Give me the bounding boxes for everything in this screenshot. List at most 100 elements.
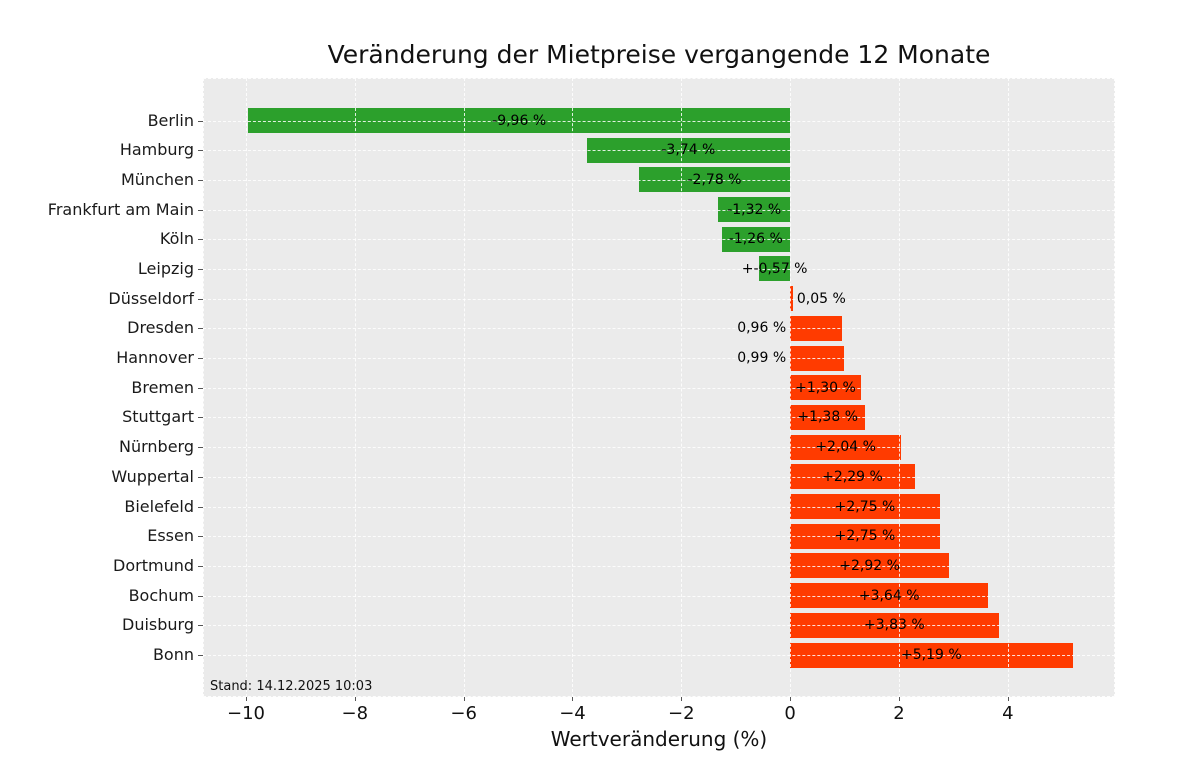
y-axis-tick bbox=[198, 476, 203, 478]
x-axis-tick-label: −4 bbox=[559, 703, 586, 724]
bar-value-label: -3,74 % bbox=[661, 142, 716, 159]
category-label: Berlin bbox=[147, 110, 194, 130]
x-axis-tick bbox=[572, 697, 574, 701]
horizontal-gridline bbox=[203, 506, 1115, 508]
x-axis-tick-label: −8 bbox=[341, 703, 369, 724]
vertical-gridline bbox=[898, 78, 900, 697]
vertical-gridline bbox=[790, 78, 792, 697]
category-label: Hannover bbox=[116, 348, 194, 368]
y-axis-tick bbox=[198, 536, 203, 538]
x-axis-tick bbox=[898, 697, 900, 701]
y-axis-tick bbox=[198, 655, 203, 656]
horizontal-gridline bbox=[203, 447, 1115, 449]
horizontal-gridline bbox=[203, 387, 1115, 389]
category-label: Nürnberg bbox=[119, 437, 194, 457]
category-label: Wuppertal bbox=[111, 466, 194, 486]
bar-value-label: -9,96 % bbox=[492, 112, 547, 129]
vertical-gridline bbox=[1007, 78, 1009, 697]
vertical-gridline bbox=[681, 78, 683, 697]
y-axis-tick bbox=[198, 179, 203, 181]
category-label: Köln bbox=[159, 229, 194, 249]
bar-value-label: +2,04 % bbox=[815, 439, 876, 456]
y-axis-tick bbox=[198, 209, 203, 211]
y-axis-tick bbox=[198, 625, 203, 627]
vertical-gridline bbox=[463, 78, 465, 697]
horizontal-gridline bbox=[203, 328, 1115, 330]
category-label: Bielefeld bbox=[124, 496, 194, 516]
category-label: Dresden bbox=[127, 318, 194, 338]
y-axis-tick bbox=[198, 120, 203, 122]
x-axis-tick-label: 4 bbox=[1002, 703, 1014, 724]
horizontal-gridline bbox=[203, 625, 1115, 627]
category-label: Leipzig bbox=[137, 258, 194, 278]
bar-value-label: 0,96 % bbox=[737, 320, 787, 337]
horizontal-gridline bbox=[203, 209, 1115, 211]
horizontal-gridline bbox=[203, 298, 1115, 300]
y-axis-tick bbox=[198, 387, 203, 389]
x-axis-tick bbox=[1007, 697, 1009, 701]
category-label: Bremen bbox=[131, 377, 194, 397]
bar-value-label: +5,19 % bbox=[901, 647, 962, 663]
x-axis-tick-label: −6 bbox=[450, 703, 477, 724]
bar-value-label: +-0,57 % bbox=[741, 260, 808, 277]
horizontal-gridline bbox=[203, 179, 1115, 181]
horizontal-gridline bbox=[203, 565, 1115, 567]
horizontal-gridline bbox=[203, 239, 1115, 241]
y-axis-tick bbox=[198, 447, 203, 449]
category-label: Hamburg bbox=[119, 140, 194, 160]
category-label: Düsseldorf bbox=[108, 288, 194, 308]
category-label: Essen bbox=[147, 526, 194, 546]
x-axis-tick bbox=[245, 697, 247, 701]
category-label: Duisburg bbox=[122, 615, 194, 635]
category-label: Stuttgart bbox=[122, 407, 194, 427]
y-axis-tick bbox=[198, 358, 203, 360]
y-axis-tick bbox=[198, 298, 203, 300]
category-label: Bonn bbox=[152, 645, 194, 664]
bar-value-label: -1,26 % bbox=[728, 231, 783, 248]
bar-value-label: 0,05 % bbox=[796, 290, 846, 307]
vertical-gridline bbox=[572, 78, 574, 697]
bar-value-label: +2,29 % bbox=[822, 468, 883, 485]
category-label: Dortmund bbox=[113, 555, 194, 575]
bar-value-label: +1,38 % bbox=[797, 409, 858, 426]
bar-value-label: +1,30 % bbox=[795, 379, 856, 396]
x-axis-tick bbox=[354, 697, 356, 701]
y-axis-tick bbox=[198, 595, 203, 597]
y-axis-tick bbox=[198, 150, 203, 152]
x-axis-tick bbox=[681, 697, 683, 701]
y-axis-tick bbox=[198, 506, 203, 508]
category-label: Frankfurt am Main bbox=[47, 199, 194, 219]
horizontal-gridline bbox=[203, 358, 1115, 360]
bar-value-label: -1,32 % bbox=[727, 201, 782, 218]
y-axis-tick bbox=[198, 328, 203, 330]
bar-value-label: +3,64 % bbox=[858, 587, 920, 604]
horizontal-gridline bbox=[203, 268, 1115, 270]
x-axis-tick-label: 0 bbox=[784, 703, 796, 724]
bar-value-label: +2,75 % bbox=[834, 528, 896, 545]
horizontal-gridline bbox=[203, 655, 1115, 656]
bar-value-label: +2,75 % bbox=[834, 498, 896, 515]
bar-value-label: 0,99 % bbox=[737, 350, 787, 367]
category-label: Bochum bbox=[128, 585, 194, 605]
vertical-gridline bbox=[354, 78, 356, 697]
chart-title: Veränderung der Mietpreise vergangende 1… bbox=[327, 40, 991, 69]
x-axis-label: Wertveränderung (%) bbox=[550, 727, 768, 751]
x-axis-tick bbox=[790, 697, 792, 701]
y-axis-tick bbox=[198, 239, 203, 241]
y-axis-tick bbox=[198, 565, 203, 567]
x-axis-tick-label: 2 bbox=[893, 703, 905, 724]
x-axis-tick-label: −2 bbox=[668, 703, 695, 724]
horizontal-gridline bbox=[203, 536, 1115, 538]
horizontal-gridline bbox=[203, 150, 1115, 152]
bar-value-label: +2,92 % bbox=[839, 557, 900, 574]
horizontal-gridline bbox=[203, 120, 1115, 122]
bar-value-label: +3,83 % bbox=[864, 617, 925, 634]
footnote-stand-timestamp: Stand: 14.12.2025 10:03 bbox=[210, 679, 373, 694]
horizontal-gridline bbox=[203, 417, 1115, 419]
category-label: München bbox=[120, 169, 194, 189]
vertical-gridline bbox=[245, 78, 247, 697]
x-axis-tick bbox=[463, 697, 465, 701]
horizontal-gridline bbox=[203, 476, 1115, 478]
x-axis-tick-label: −10 bbox=[226, 703, 265, 724]
